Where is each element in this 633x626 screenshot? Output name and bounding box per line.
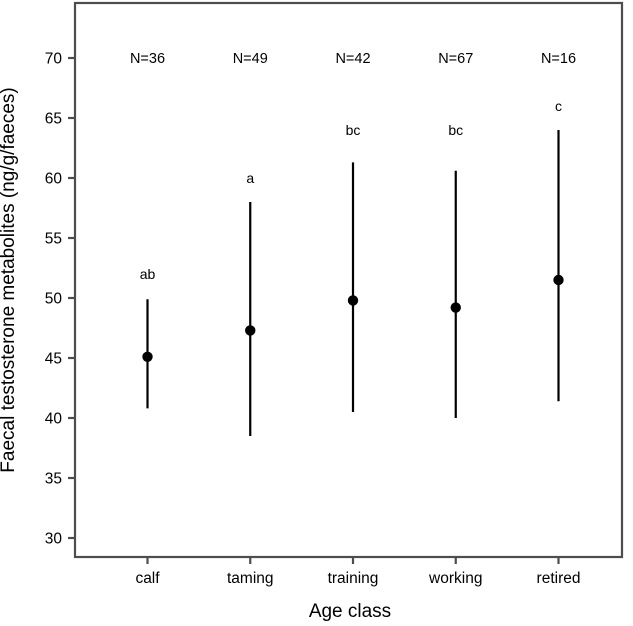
n-label-training: N=42 [335, 51, 370, 67]
y-tick-label: 40 [45, 411, 63, 428]
y-tick-label: 55 [45, 231, 62, 248]
x-tick-label: retired [537, 570, 581, 587]
n-label-working: N=67 [438, 51, 473, 67]
sig-letter-retired: c [555, 98, 562, 114]
sig-letter-taming: a [246, 170, 254, 186]
y-tick-label: 50 [45, 291, 63, 308]
n-label-taming: N=49 [233, 51, 268, 67]
y-tick-label: 60 [45, 171, 63, 188]
mean-point-retired [553, 274, 564, 286]
mean-point-calf [142, 351, 153, 362]
y-tick-label: 35 [45, 471, 62, 488]
mean-point-taming [245, 325, 256, 336]
x-axis-title: Age class [309, 601, 391, 622]
y-axis-ticks: 30 35 40 45 50 55 60 65 70 [45, 51, 75, 548]
x-tick-label: working [428, 570, 482, 587]
sig-letter-working: bc [448, 122, 463, 138]
y-axis-title: Faecal testosterone metabolites (ng/g/fa… [0, 87, 19, 472]
x-tick-label: calf [135, 570, 160, 587]
sample-size-labels: N=36 N=49 N=42 N=67 N=16 [130, 51, 576, 67]
mean-point-training [347, 295, 359, 306]
x-tick-label: training [328, 570, 379, 587]
y-tick-label: 45 [45, 351, 62, 368]
sig-letter-calf: ab [140, 266, 156, 282]
n-label-calf: N=36 [130, 51, 165, 67]
significance-letters: ab a bc bc c [140, 98, 562, 282]
sig-letter-training: bc [346, 122, 361, 138]
mean-point-working [450, 302, 461, 313]
error-bar-series [142, 130, 564, 436]
x-tick-label: taming [227, 570, 274, 587]
y-tick-label: 65 [45, 111, 62, 128]
y-tick-label: 30 [45, 531, 63, 548]
plot-frame [73, 1, 624, 559]
x-axis-ticks: calf taming training working retired [135, 557, 580, 587]
y-tick-label: 70 [45, 51, 63, 68]
n-label-retired: N=16 [541, 51, 576, 67]
